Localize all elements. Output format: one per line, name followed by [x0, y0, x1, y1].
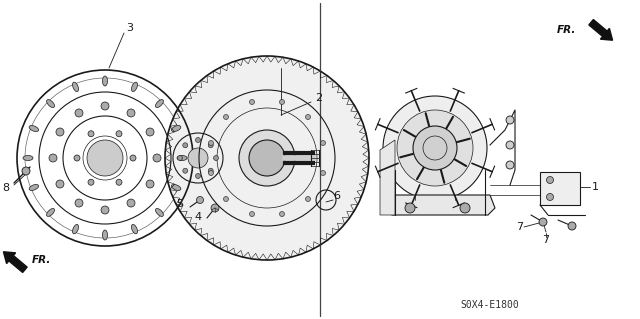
Text: 1: 1	[592, 182, 599, 192]
Circle shape	[195, 174, 200, 179]
Text: 4: 4	[195, 212, 202, 222]
Text: 7: 7	[543, 235, 550, 245]
Circle shape	[321, 140, 326, 145]
Circle shape	[183, 143, 188, 148]
Circle shape	[101, 206, 109, 214]
Circle shape	[88, 179, 94, 185]
Circle shape	[146, 128, 154, 136]
Circle shape	[209, 140, 214, 145]
Circle shape	[88, 131, 94, 137]
Text: 2: 2	[316, 93, 323, 103]
Circle shape	[214, 155, 218, 160]
Circle shape	[397, 110, 473, 186]
Circle shape	[87, 140, 123, 176]
Circle shape	[188, 148, 208, 168]
Text: FR.: FR.	[32, 255, 51, 265]
Circle shape	[305, 197, 310, 202]
Circle shape	[183, 168, 188, 173]
Text: 5: 5	[177, 199, 184, 209]
Circle shape	[153, 154, 161, 162]
Circle shape	[305, 115, 310, 120]
Ellipse shape	[131, 82, 138, 92]
Text: 7: 7	[516, 222, 523, 232]
Ellipse shape	[131, 225, 138, 234]
Circle shape	[208, 168, 213, 173]
Circle shape	[75, 199, 83, 207]
Circle shape	[146, 180, 154, 188]
Circle shape	[22, 167, 30, 175]
Circle shape	[460, 203, 470, 213]
Ellipse shape	[156, 209, 163, 216]
Circle shape	[211, 204, 219, 212]
FancyArrow shape	[3, 252, 27, 272]
Circle shape	[405, 203, 415, 213]
Circle shape	[195, 137, 200, 143]
Circle shape	[506, 161, 514, 169]
Circle shape	[177, 155, 182, 160]
Circle shape	[56, 180, 64, 188]
Circle shape	[49, 154, 57, 162]
Ellipse shape	[29, 126, 38, 131]
Circle shape	[209, 171, 214, 175]
Ellipse shape	[47, 209, 54, 216]
Ellipse shape	[23, 155, 33, 160]
Circle shape	[568, 222, 576, 230]
Text: 8: 8	[3, 183, 10, 193]
Circle shape	[239, 130, 295, 186]
Circle shape	[196, 197, 204, 204]
Circle shape	[116, 131, 122, 137]
Ellipse shape	[102, 76, 108, 86]
Ellipse shape	[172, 126, 181, 131]
Bar	[540, 172, 580, 205]
FancyArrow shape	[589, 19, 612, 40]
Circle shape	[127, 199, 135, 207]
Circle shape	[250, 211, 255, 217]
Circle shape	[280, 211, 285, 217]
Circle shape	[223, 115, 228, 120]
Ellipse shape	[29, 184, 38, 190]
Text: 3: 3	[127, 23, 134, 33]
Ellipse shape	[47, 100, 54, 108]
Circle shape	[413, 126, 457, 170]
Ellipse shape	[177, 155, 187, 160]
Circle shape	[127, 109, 135, 117]
Ellipse shape	[72, 225, 79, 234]
Circle shape	[250, 100, 255, 105]
Circle shape	[539, 218, 547, 226]
Circle shape	[208, 143, 213, 148]
Text: FR.: FR.	[557, 25, 576, 35]
Circle shape	[249, 140, 285, 176]
Text: 6: 6	[333, 191, 340, 201]
Circle shape	[383, 96, 487, 200]
Text: S0X4-E1800: S0X4-E1800	[461, 300, 520, 310]
Ellipse shape	[102, 230, 108, 240]
Ellipse shape	[72, 82, 79, 92]
Circle shape	[74, 155, 80, 161]
Circle shape	[56, 128, 64, 136]
Ellipse shape	[156, 100, 163, 108]
Polygon shape	[380, 140, 395, 215]
Circle shape	[116, 179, 122, 185]
Ellipse shape	[172, 184, 181, 190]
Circle shape	[223, 197, 228, 202]
Circle shape	[547, 176, 554, 183]
Circle shape	[130, 155, 136, 161]
Circle shape	[321, 171, 326, 175]
Circle shape	[75, 109, 83, 117]
Circle shape	[165, 56, 369, 260]
Circle shape	[101, 102, 109, 110]
Circle shape	[506, 141, 514, 149]
Circle shape	[280, 100, 285, 105]
Circle shape	[506, 116, 514, 124]
Circle shape	[547, 194, 554, 201]
Polygon shape	[385, 195, 495, 215]
